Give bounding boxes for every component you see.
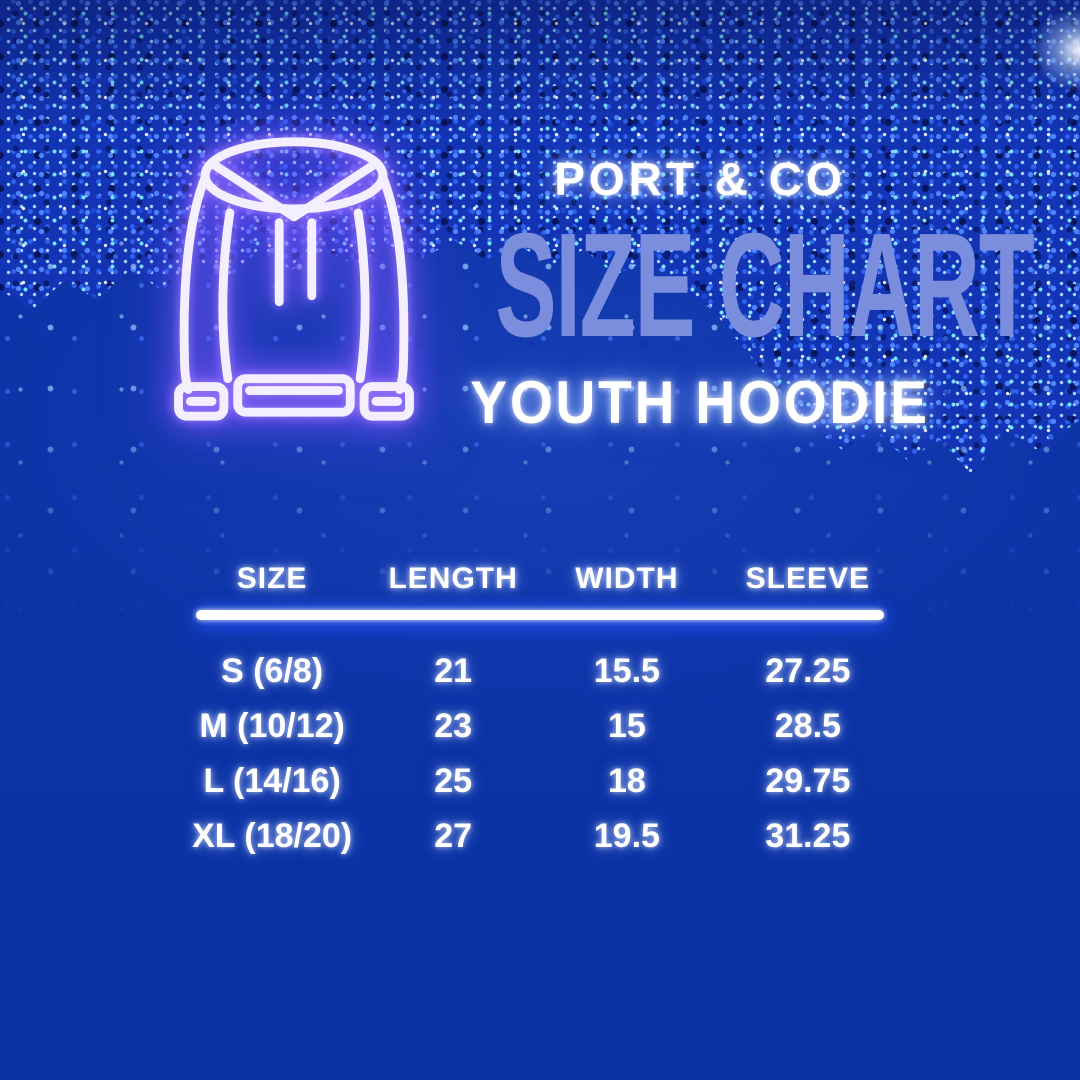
table-row: XL (18/20) 27 19.5 31.25: [178, 809, 902, 864]
cell-width: 18: [607, 762, 646, 800]
table-row: M (10/12) 23 15 28.5: [178, 699, 902, 754]
cell-sleeve: 28.5: [774, 707, 841, 745]
table-row: S (6/8) 21 15.5 27.25: [178, 644, 902, 699]
column-header-sleeve: SLEEVE: [745, 562, 871, 595]
subtitle-text: YOUTH HOODIE: [470, 369, 930, 436]
table-row: L (14/16) 25 18 29.75: [178, 754, 902, 809]
cell-size: XL (18/20): [192, 817, 353, 855]
falling-glitter-speckles: [0, 230, 1080, 630]
table-body: S (6/8) 21 15.5 27.25 M (10/12) 23 15 28…: [178, 644, 902, 864]
page-title: SIZE CHART: [495, 203, 1034, 368]
cell-length: 21: [434, 652, 473, 690]
hoodie-icon: [166, 124, 422, 430]
cell-length: 27: [434, 817, 473, 855]
size-table: SIZE LENGTH WIDTH SLEEVE S (6/8) 21 15.5…: [178, 562, 902, 864]
brand-text: PORT & CO: [554, 153, 846, 205]
cell-width: 15: [607, 707, 646, 745]
cell-length: 25: [434, 762, 473, 800]
cell-length: 23: [434, 707, 473, 745]
cell-width: 15.5: [593, 652, 660, 690]
table-header-row: SIZE LENGTH WIDTH SLEEVE: [178, 562, 902, 596]
cell-size: M (10/12): [199, 707, 345, 745]
column-header-width: WIDTH: [575, 562, 679, 595]
cell-size: S (6/8): [221, 652, 324, 690]
column-header-length: LENGTH: [388, 562, 518, 595]
cell-sleeve: 31.25: [765, 817, 851, 855]
cell-size: L (14/16): [203, 762, 341, 800]
cell-width: 19.5: [593, 817, 660, 855]
cell-sleeve: 27.25: [765, 652, 851, 690]
sparkle-flare: [1010, 0, 1080, 110]
table-header-divider: [196, 610, 884, 620]
cell-sleeve: 29.75: [765, 762, 851, 800]
column-header-size: SIZE: [236, 562, 308, 595]
